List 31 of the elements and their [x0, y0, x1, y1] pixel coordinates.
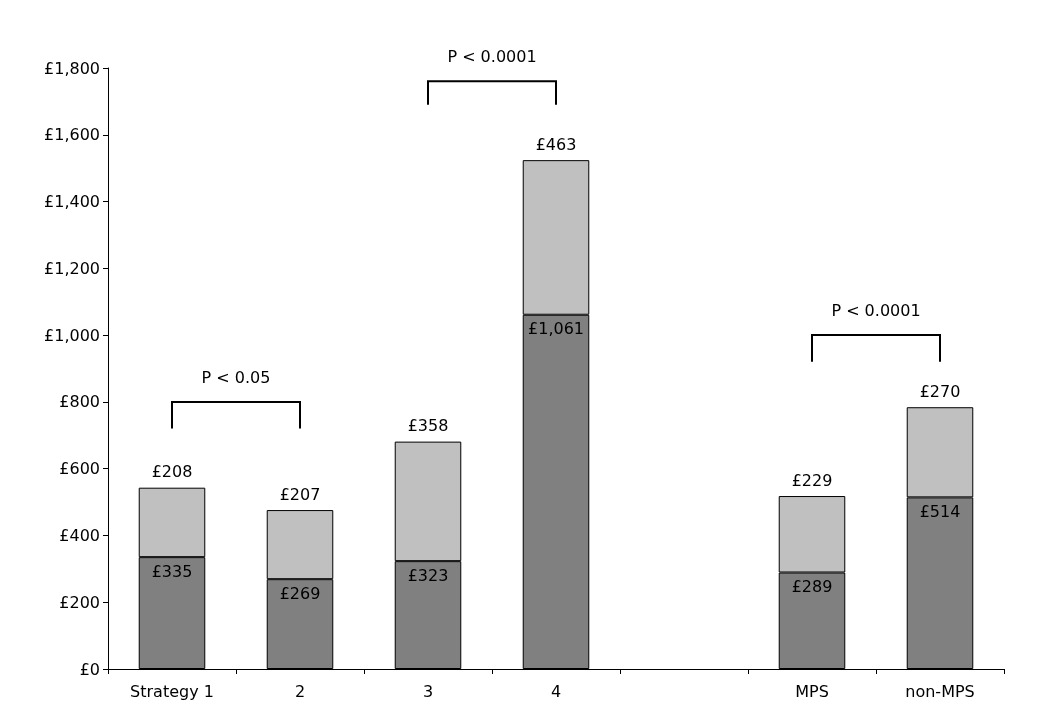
data-label: £358	[407, 416, 449, 436]
data-label: £1,061	[528, 319, 584, 339]
x-tick-label: 3	[422, 681, 434, 701]
y-tick-label: £400	[59, 525, 100, 545]
y-tick-label: £1,600	[44, 125, 100, 145]
data-label: £463	[535, 134, 577, 154]
data-label: £229	[791, 470, 833, 490]
data-label: £270	[919, 381, 961, 401]
y-tick-label: £200	[59, 592, 100, 612]
data-label: £323	[407, 565, 449, 585]
data-label: £289	[791, 577, 833, 597]
data-label: £335	[151, 561, 193, 581]
y-tick-label: £600	[59, 459, 100, 479]
x-tick-label: non-MPS	[905, 681, 975, 701]
data-label: £514	[919, 501, 961, 521]
y-tick-label: £1,000	[44, 325, 100, 345]
annotation: P < 0.05	[200, 367, 272, 387]
data-label: £208	[151, 462, 193, 482]
x-tick-label: Strategy 1	[130, 681, 214, 701]
x-tick-label: 2	[294, 681, 306, 701]
x-tick-label: MPS	[795, 681, 829, 701]
y-tick-label: £1,800	[44, 58, 100, 78]
data-label: £269	[279, 583, 321, 603]
text: P < 0.0001	[446, 47, 538, 67]
y-tick-label: £1,400	[44, 192, 100, 212]
y-tick-label: £1,200	[44, 258, 100, 278]
data-label: £207	[279, 484, 321, 504]
y-tick-label: £800	[59, 392, 100, 412]
annotation: P < 0.0001	[830, 301, 922, 321]
x-tick-label: 4	[550, 681, 562, 701]
y-tick-label: £0	[79, 659, 100, 679]
